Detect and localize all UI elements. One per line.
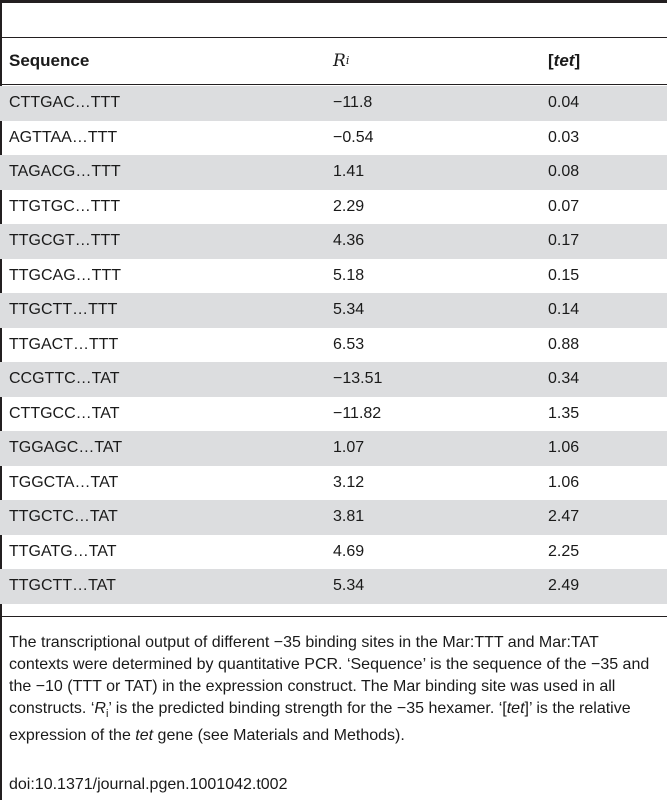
table-row: TTGCTC…TAT 3.81 2.47 (0, 500, 667, 535)
cell-ri: −13.51 (333, 370, 383, 388)
cell-sequence: AGTTAA…TTT (9, 128, 118, 146)
cell-sequence: TTGACT…TTT (9, 335, 119, 353)
header-top-rule (0, 37, 667, 38)
cell-sequence: CTTGAC…TTT (9, 94, 121, 112)
top-border (0, 0, 667, 3)
cell-ri: 3.81 (333, 508, 365, 526)
cell-tet: 1.06 (548, 473, 580, 491)
cell-sequence: TTGCTT…TAT (9, 577, 116, 595)
cell-sequence: CCGTTC…TAT (9, 370, 120, 388)
cell-ri: −11.82 (333, 404, 382, 422)
cell-tet: 2.49 (548, 577, 580, 595)
cell-tet: 0.03 (548, 128, 580, 146)
table-row: TTGCTT…TTT 5.34 0.14 (0, 293, 667, 328)
table-row: TGGAGC…TAT 1.07 1.06 (0, 431, 667, 466)
cell-ri: 2.29 (333, 197, 365, 215)
cell-tet: 0.07 (548, 197, 580, 215)
doi-text: doi:10.1371/journal.pgen.1001042.t002 (9, 776, 288, 793)
header-sequence: Sequence (9, 50, 90, 70)
cell-sequence: TTGCTC…TAT (9, 508, 118, 526)
cell-sequence: CTTGCC…TAT (9, 404, 120, 422)
table-row: TTGTGC…TTT 2.29 0.07 (0, 190, 667, 225)
cell-sequence: TTGTGC…TTT (9, 197, 121, 215)
cell-tet: 1.35 (548, 404, 580, 422)
table-row: TTGATG…TAT 4.69 2.25 (0, 535, 667, 570)
table-row: TTGCGT…TTT 4.36 0.17 (0, 224, 667, 259)
cell-ri: 4.69 (333, 542, 365, 560)
table-bottom-rule (0, 616, 667, 617)
cell-ri: 4.36 (333, 232, 365, 250)
cell-sequence: TTGATG…TAT (9, 542, 117, 560)
cell-tet: 2.25 (548, 542, 580, 560)
table-row: AGTTAA…TTT −0.54 0.03 (0, 121, 667, 156)
cell-sequence: TAGACG…TTT (9, 163, 121, 181)
table-row: CTTGCC…TAT −11.82 1.35 (0, 397, 667, 432)
cell-ri: 5.18 (333, 266, 365, 284)
cell-ri: 1.07 (333, 439, 365, 457)
cell-sequence: TTGCTT…TTT (9, 301, 118, 319)
cell-tet: 0.08 (548, 163, 580, 181)
cell-tet: 0.15 (548, 266, 580, 284)
table-row: TTGACT…TTT 6.53 0.88 (0, 328, 667, 363)
table-row: TAGACG…TTT 1.41 0.08 (0, 155, 667, 190)
cell-tet: 0.04 (548, 94, 580, 112)
cell-sequence: TTGCGT…TTT (9, 232, 121, 250)
cell-sequence: TTGCAG…TTT (9, 266, 121, 284)
table-body: CTTGAC…TTT −11.8 0.04 AGTTAA…TTT −0.54 0.03 TA… (0, 86, 667, 604)
cell-tet: 0.88 (548, 335, 580, 353)
cell-ri: −0.54 (333, 128, 374, 146)
table-row: TTGCTT…TAT 5.34 2.49 (0, 569, 667, 604)
cell-ri: −11.8 (333, 94, 373, 112)
cell-sequence: TGGAGC…TAT (9, 439, 123, 457)
cell-tet: 0.14 (548, 301, 580, 319)
cell-ri: 5.34 (333, 577, 365, 595)
cell-tet: 0.17 (548, 232, 580, 250)
table-row: TGGCTA…TAT 3.12 1.06 (0, 466, 667, 501)
header-tet: [tet] (548, 50, 581, 70)
table-footnote: The transcriptional output of different … (9, 634, 650, 745)
cell-tet: 0.34 (548, 370, 580, 388)
table-row: CCGTTC…TAT −13.51 0.34 (0, 362, 667, 397)
cell-tet: 2.47 (548, 508, 580, 526)
cell-tet: 1.06 (548, 439, 580, 457)
table-row: CTTGAC…TTT −11.8 0.04 (0, 86, 667, 121)
header-bottom-rule (0, 84, 667, 85)
cell-ri: 3.12 (333, 473, 365, 491)
cell-ri: 1.41 (333, 163, 365, 181)
table-row: TTGCAG…TTT 5.18 0.15 (0, 259, 667, 294)
cell-sequence: TGGCTA…TAT (9, 473, 119, 491)
cell-ri: 5.34 (333, 301, 365, 319)
left-border (0, 0, 2, 800)
cell-ri: 6.53 (333, 335, 365, 353)
